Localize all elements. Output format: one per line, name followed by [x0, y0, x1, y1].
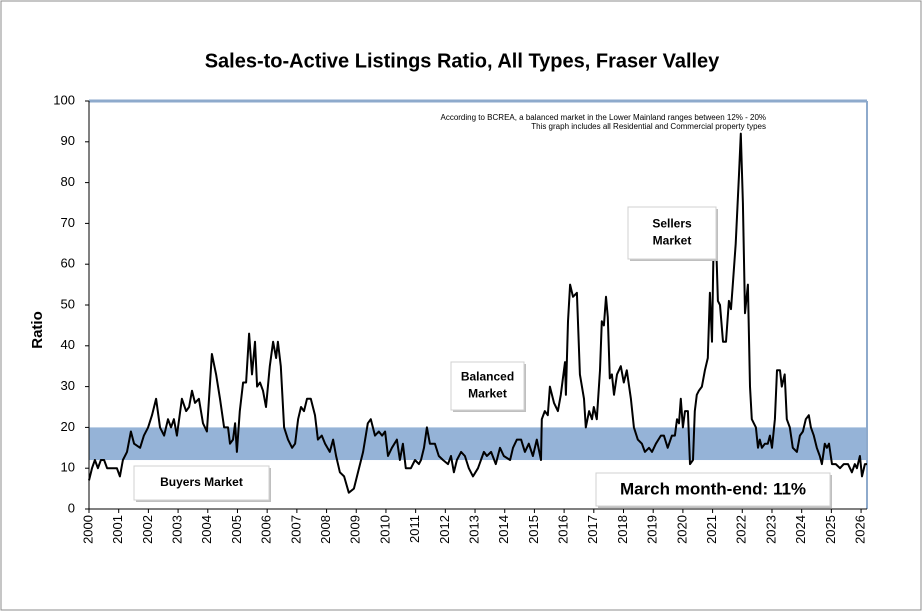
y-tick-label: 30: [61, 378, 75, 393]
y-tick-label: 10: [61, 460, 75, 475]
x-tick-label: 2014: [496, 515, 511, 544]
x-tick-label: 2010: [377, 515, 392, 544]
y-tick-label: 50: [61, 296, 75, 311]
x-tick-label: 2019: [645, 515, 660, 544]
x-tick-label: 2013: [466, 515, 481, 544]
x-tick-label: 2016: [556, 515, 571, 544]
annotation-box: [450, 361, 525, 411]
chart-title: Sales-to-Active Listings Ratio, All Type…: [205, 50, 720, 72]
x-tick-label: 2003: [170, 515, 185, 544]
x-tick-label: 2022: [734, 515, 749, 544]
y-tick-label: 40: [61, 337, 75, 352]
x-tick-label: 2000: [80, 515, 95, 544]
x-tick-label: 2009: [348, 515, 363, 544]
x-tick-label: 2018: [615, 515, 630, 544]
annotation-text: Market: [653, 234, 692, 248]
x-tick-label: 2025: [823, 515, 838, 544]
x-tick-label: 2004: [199, 515, 214, 544]
y-tick-label: 80: [61, 174, 75, 189]
x-tick-label: 2008: [318, 515, 333, 544]
x-tick-label: 2017: [585, 515, 600, 544]
y-tick-label: 70: [61, 215, 75, 230]
ratio-line: [88, 132, 867, 494]
x-tick-label: 2020: [674, 515, 689, 544]
y-tick-label: 90: [61, 133, 75, 148]
annotation-text: Balanced: [461, 370, 514, 384]
annotation-box: [133, 465, 270, 501]
annotation-box: [627, 206, 717, 260]
balanced-band: [89, 427, 867, 461]
annotation-text: Market: [468, 387, 507, 401]
annotation-text: Sellers: [652, 217, 692, 231]
annotation-text: Buyers Market: [160, 475, 243, 489]
callout-text: March month-end: 11%: [620, 479, 806, 498]
x-tick-label: 2023: [763, 515, 778, 544]
y-tick-label: 60: [61, 256, 75, 271]
note: This graph includes all Residential and …: [531, 122, 766, 131]
callout-box: [595, 472, 831, 507]
x-tick-label: 2011: [407, 515, 422, 543]
x-tick-label: 2026: [852, 515, 867, 544]
x-tick-label: 2007: [288, 515, 303, 544]
y-tick-label: 0: [68, 500, 75, 515]
x-tick-label: 2005: [229, 515, 244, 544]
y-axis-title: Ratio: [29, 311, 46, 349]
x-tick-label: 2012: [437, 515, 452, 544]
y-tick-label: 100: [53, 92, 75, 107]
note: According to BCREA, a balanced market in…: [440, 113, 766, 122]
x-tick-label: 2015: [526, 515, 541, 544]
x-tick-label: 2002: [140, 515, 155, 544]
x-tick-label: 2006: [259, 515, 274, 544]
y-tick-label: 20: [61, 419, 75, 434]
x-tick-label: 2024: [793, 515, 808, 544]
x-tick-label: 2021: [704, 515, 719, 544]
x-tick-label: 2001: [110, 515, 125, 544]
